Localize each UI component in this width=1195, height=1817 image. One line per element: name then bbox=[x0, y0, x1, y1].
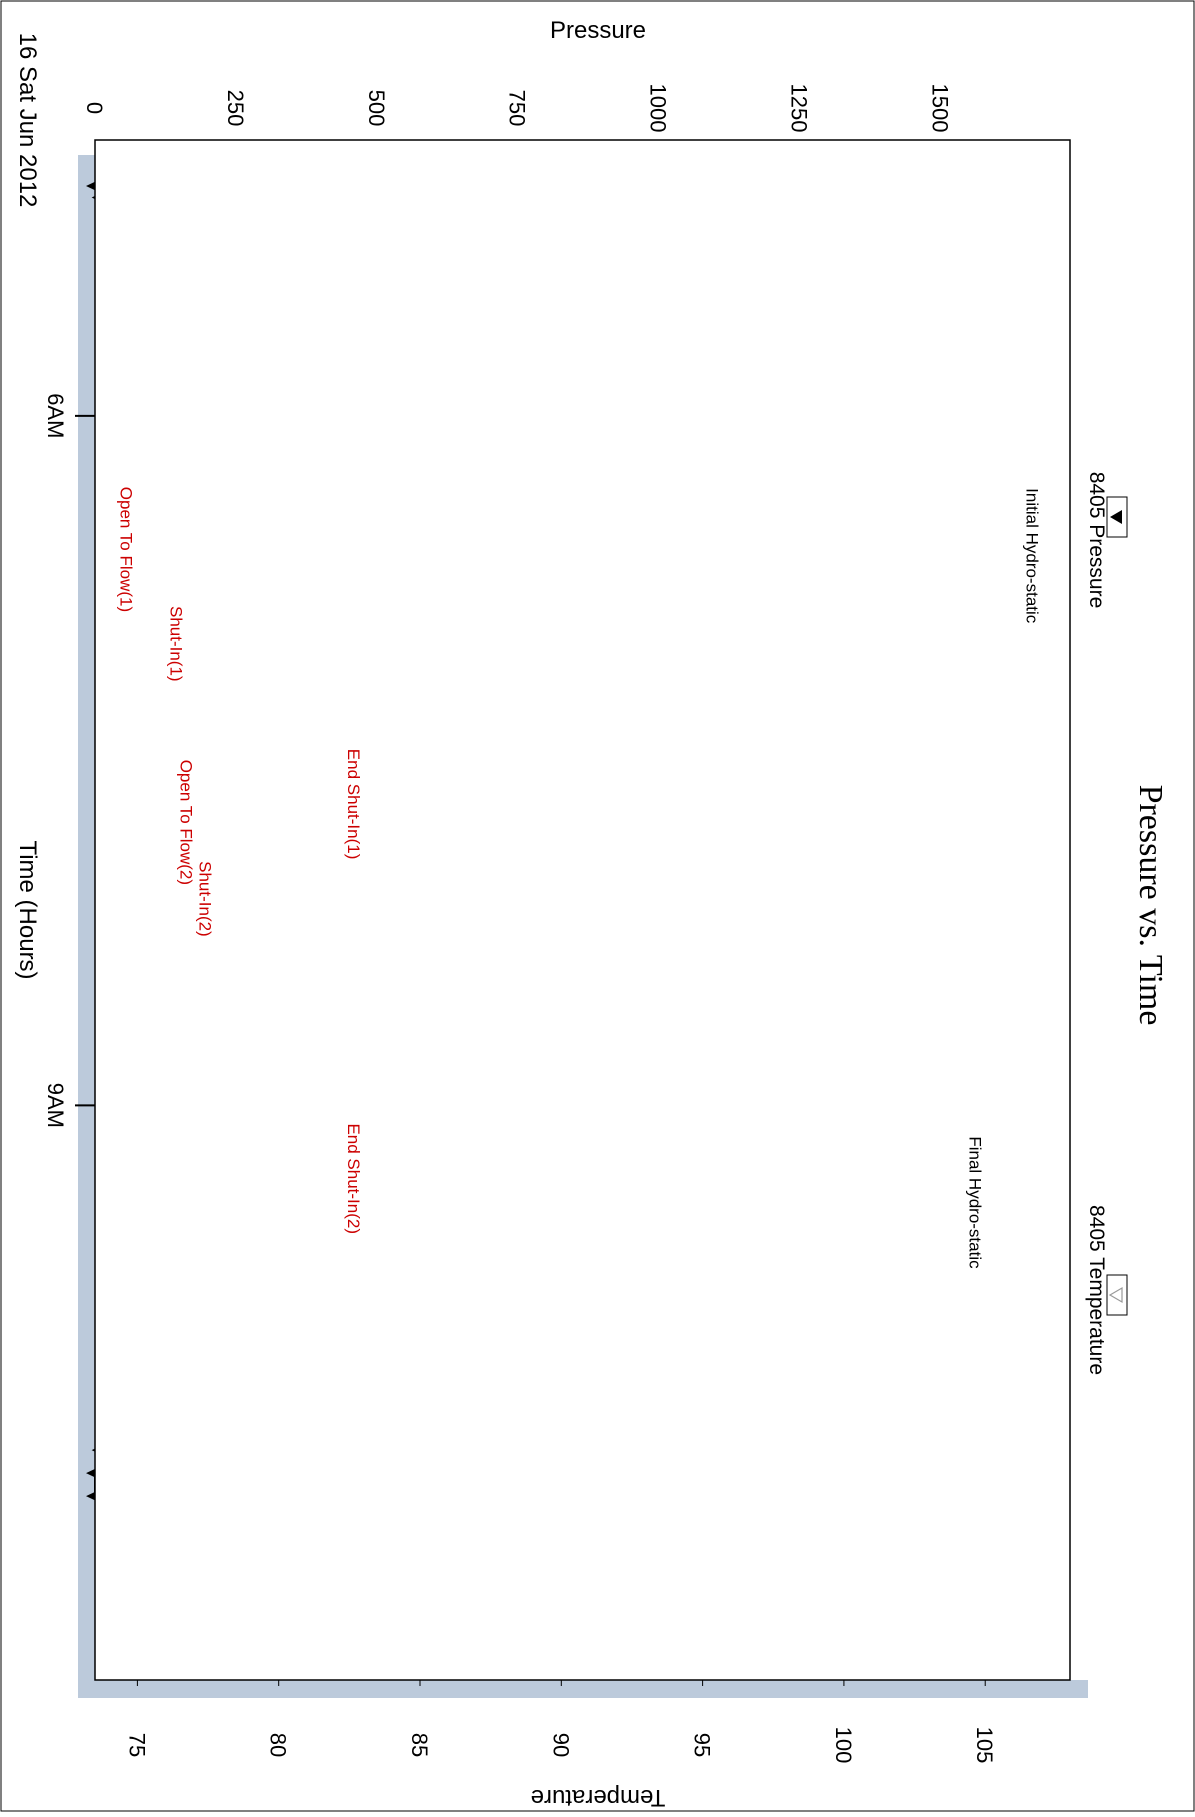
temperature-tick-label: 80 bbox=[266, 1733, 291, 1757]
temperature-tick-label: 105 bbox=[972, 1727, 997, 1764]
annotation-label: Shut-In(1) bbox=[167, 606, 186, 682]
annotation-label: Final Hydro-static bbox=[965, 1136, 984, 1269]
plot-shadow-bottom bbox=[78, 1680, 1088, 1698]
pressure-axis-label: Pressure bbox=[550, 17, 646, 44]
pressure-tick-label: 500 bbox=[364, 90, 389, 127]
legend-temperature-label: 8405 Temperature bbox=[1085, 1205, 1108, 1375]
legend-pressure-label: 8405 Pressure bbox=[1085, 472, 1108, 609]
annotation-label: End Shut-In(2) bbox=[344, 1123, 363, 1234]
time-tick-label: 6AM bbox=[43, 393, 68, 438]
legend-temperature-marker bbox=[1108, 1286, 1123, 1304]
time-axis-label: Time (Hours) bbox=[14, 840, 41, 979]
pressure-tick-label: 1250 bbox=[786, 84, 811, 133]
temperature-axis-label: Temperature bbox=[531, 1784, 666, 1811]
pressure-tick-label: 250 bbox=[223, 90, 248, 127]
annotation-label: Open To Flow(1) bbox=[117, 487, 136, 612]
date-label: 16 Sat Jun 2012 bbox=[14, 33, 41, 208]
plot-frame bbox=[94, 139, 1071, 1681]
temperature-tick-label: 75 bbox=[124, 1733, 149, 1757]
legend-temperature-swatch[interactable] bbox=[1106, 1274, 1128, 1316]
chart-title: Pressure vs. Time bbox=[1132, 785, 1169, 1026]
time-tick-label: 9AM bbox=[43, 1083, 68, 1128]
annotation-label: End Shut-In(1) bbox=[344, 749, 363, 860]
legend-pressure-marker bbox=[1110, 510, 1122, 524]
plot-shadow-left bbox=[78, 155, 95, 1695]
annotation-label: Shut-In(2) bbox=[196, 861, 215, 937]
temperature-tick-label: 90 bbox=[548, 1733, 573, 1757]
annotation-label: Initial Hydro-static bbox=[1023, 488, 1042, 624]
pressure-tick-label: 0 bbox=[82, 102, 107, 114]
pressure-tick-label: 750 bbox=[505, 90, 530, 127]
annotation-label: Open To Flow(2) bbox=[176, 760, 195, 885]
pressure-tick-label: 1500 bbox=[927, 84, 952, 133]
temperature-tick-label: 100 bbox=[831, 1727, 856, 1764]
pressure-tick-label: 1000 bbox=[646, 84, 671, 133]
temperature-tick-label: 95 bbox=[690, 1733, 715, 1757]
temperature-tick-label: 85 bbox=[407, 1733, 432, 1757]
